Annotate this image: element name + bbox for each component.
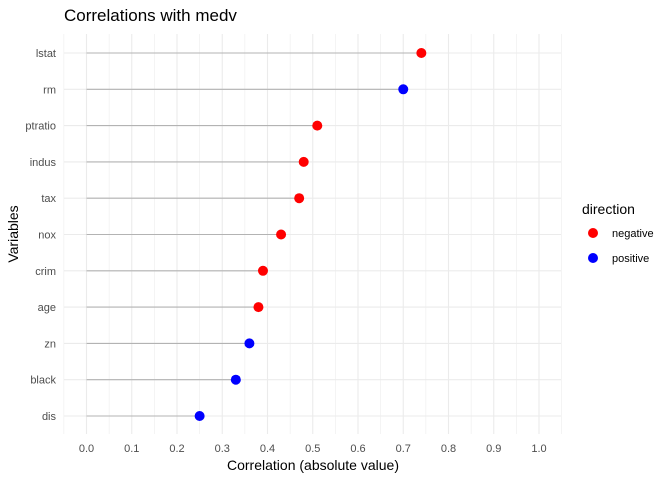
lollipop-point xyxy=(244,338,255,349)
x-tick-label: 0.1 xyxy=(124,443,139,455)
y-tick-label: indus xyxy=(30,157,57,169)
legend-title: direction xyxy=(582,201,635,217)
y-tick-label: crim xyxy=(35,266,56,278)
x-tick-label: 0.2 xyxy=(169,443,184,455)
x-tick-label: 0.7 xyxy=(396,443,411,455)
y-tick-label: ptratio xyxy=(25,121,56,133)
legend: direction negative positive xyxy=(582,201,654,265)
y-axis-title: Variables xyxy=(5,205,21,262)
lollipop-point xyxy=(294,193,305,204)
lollipop-point xyxy=(416,48,427,58)
y-tick-label: black xyxy=(30,375,56,387)
legend-key-negative xyxy=(588,228,598,238)
chart-title: Correlations with medv xyxy=(64,6,237,25)
x-tick-label: 0.6 xyxy=(350,443,365,455)
x-tick-labels: 0.0 0.1 0.2 0.3 0.4 0.5 0.6 0.7 0.8 0.9 1.0 xyxy=(79,443,547,455)
lollipop-points xyxy=(194,48,427,421)
lollipop-point xyxy=(276,229,287,240)
y-tick-label: age xyxy=(38,302,56,314)
lollipop-point xyxy=(312,120,323,131)
lollipop-point xyxy=(194,411,205,421)
x-tick-label: 0.8 xyxy=(441,443,456,455)
x-tick-label: 0.5 xyxy=(305,443,320,455)
lollipop-point xyxy=(298,156,309,167)
lollipop-point xyxy=(257,265,268,276)
legend-label-positive: positive xyxy=(612,253,649,265)
lollipop-segments xyxy=(86,52,422,417)
x-tick-label: 1.0 xyxy=(531,443,546,455)
x-axis-title: Correlation (absolute value) xyxy=(227,457,399,473)
x-tick-label: 0.9 xyxy=(486,443,501,455)
y-tick-label: dis xyxy=(42,411,57,423)
legend-label-negative: negative xyxy=(612,228,654,240)
y-tick-labels: lstat rm ptratio indus tax nox crim age zn black d… xyxy=(25,48,56,423)
y-tick-label: zn xyxy=(44,338,56,350)
y-tick-label: rm xyxy=(43,84,56,96)
x-tick-label: 0.0 xyxy=(79,443,94,455)
x-tick-label: 0.3 xyxy=(215,443,230,455)
lollipop-point xyxy=(253,302,264,313)
lollipop-point xyxy=(230,374,241,385)
y-tick-label: tax xyxy=(41,193,56,205)
y-tick-label: lstat xyxy=(36,48,56,60)
legend-key-positive xyxy=(588,253,598,263)
y-tick-label: nox xyxy=(38,230,56,242)
lollipop-point xyxy=(398,84,409,95)
x-tick-label: 0.4 xyxy=(260,443,275,455)
